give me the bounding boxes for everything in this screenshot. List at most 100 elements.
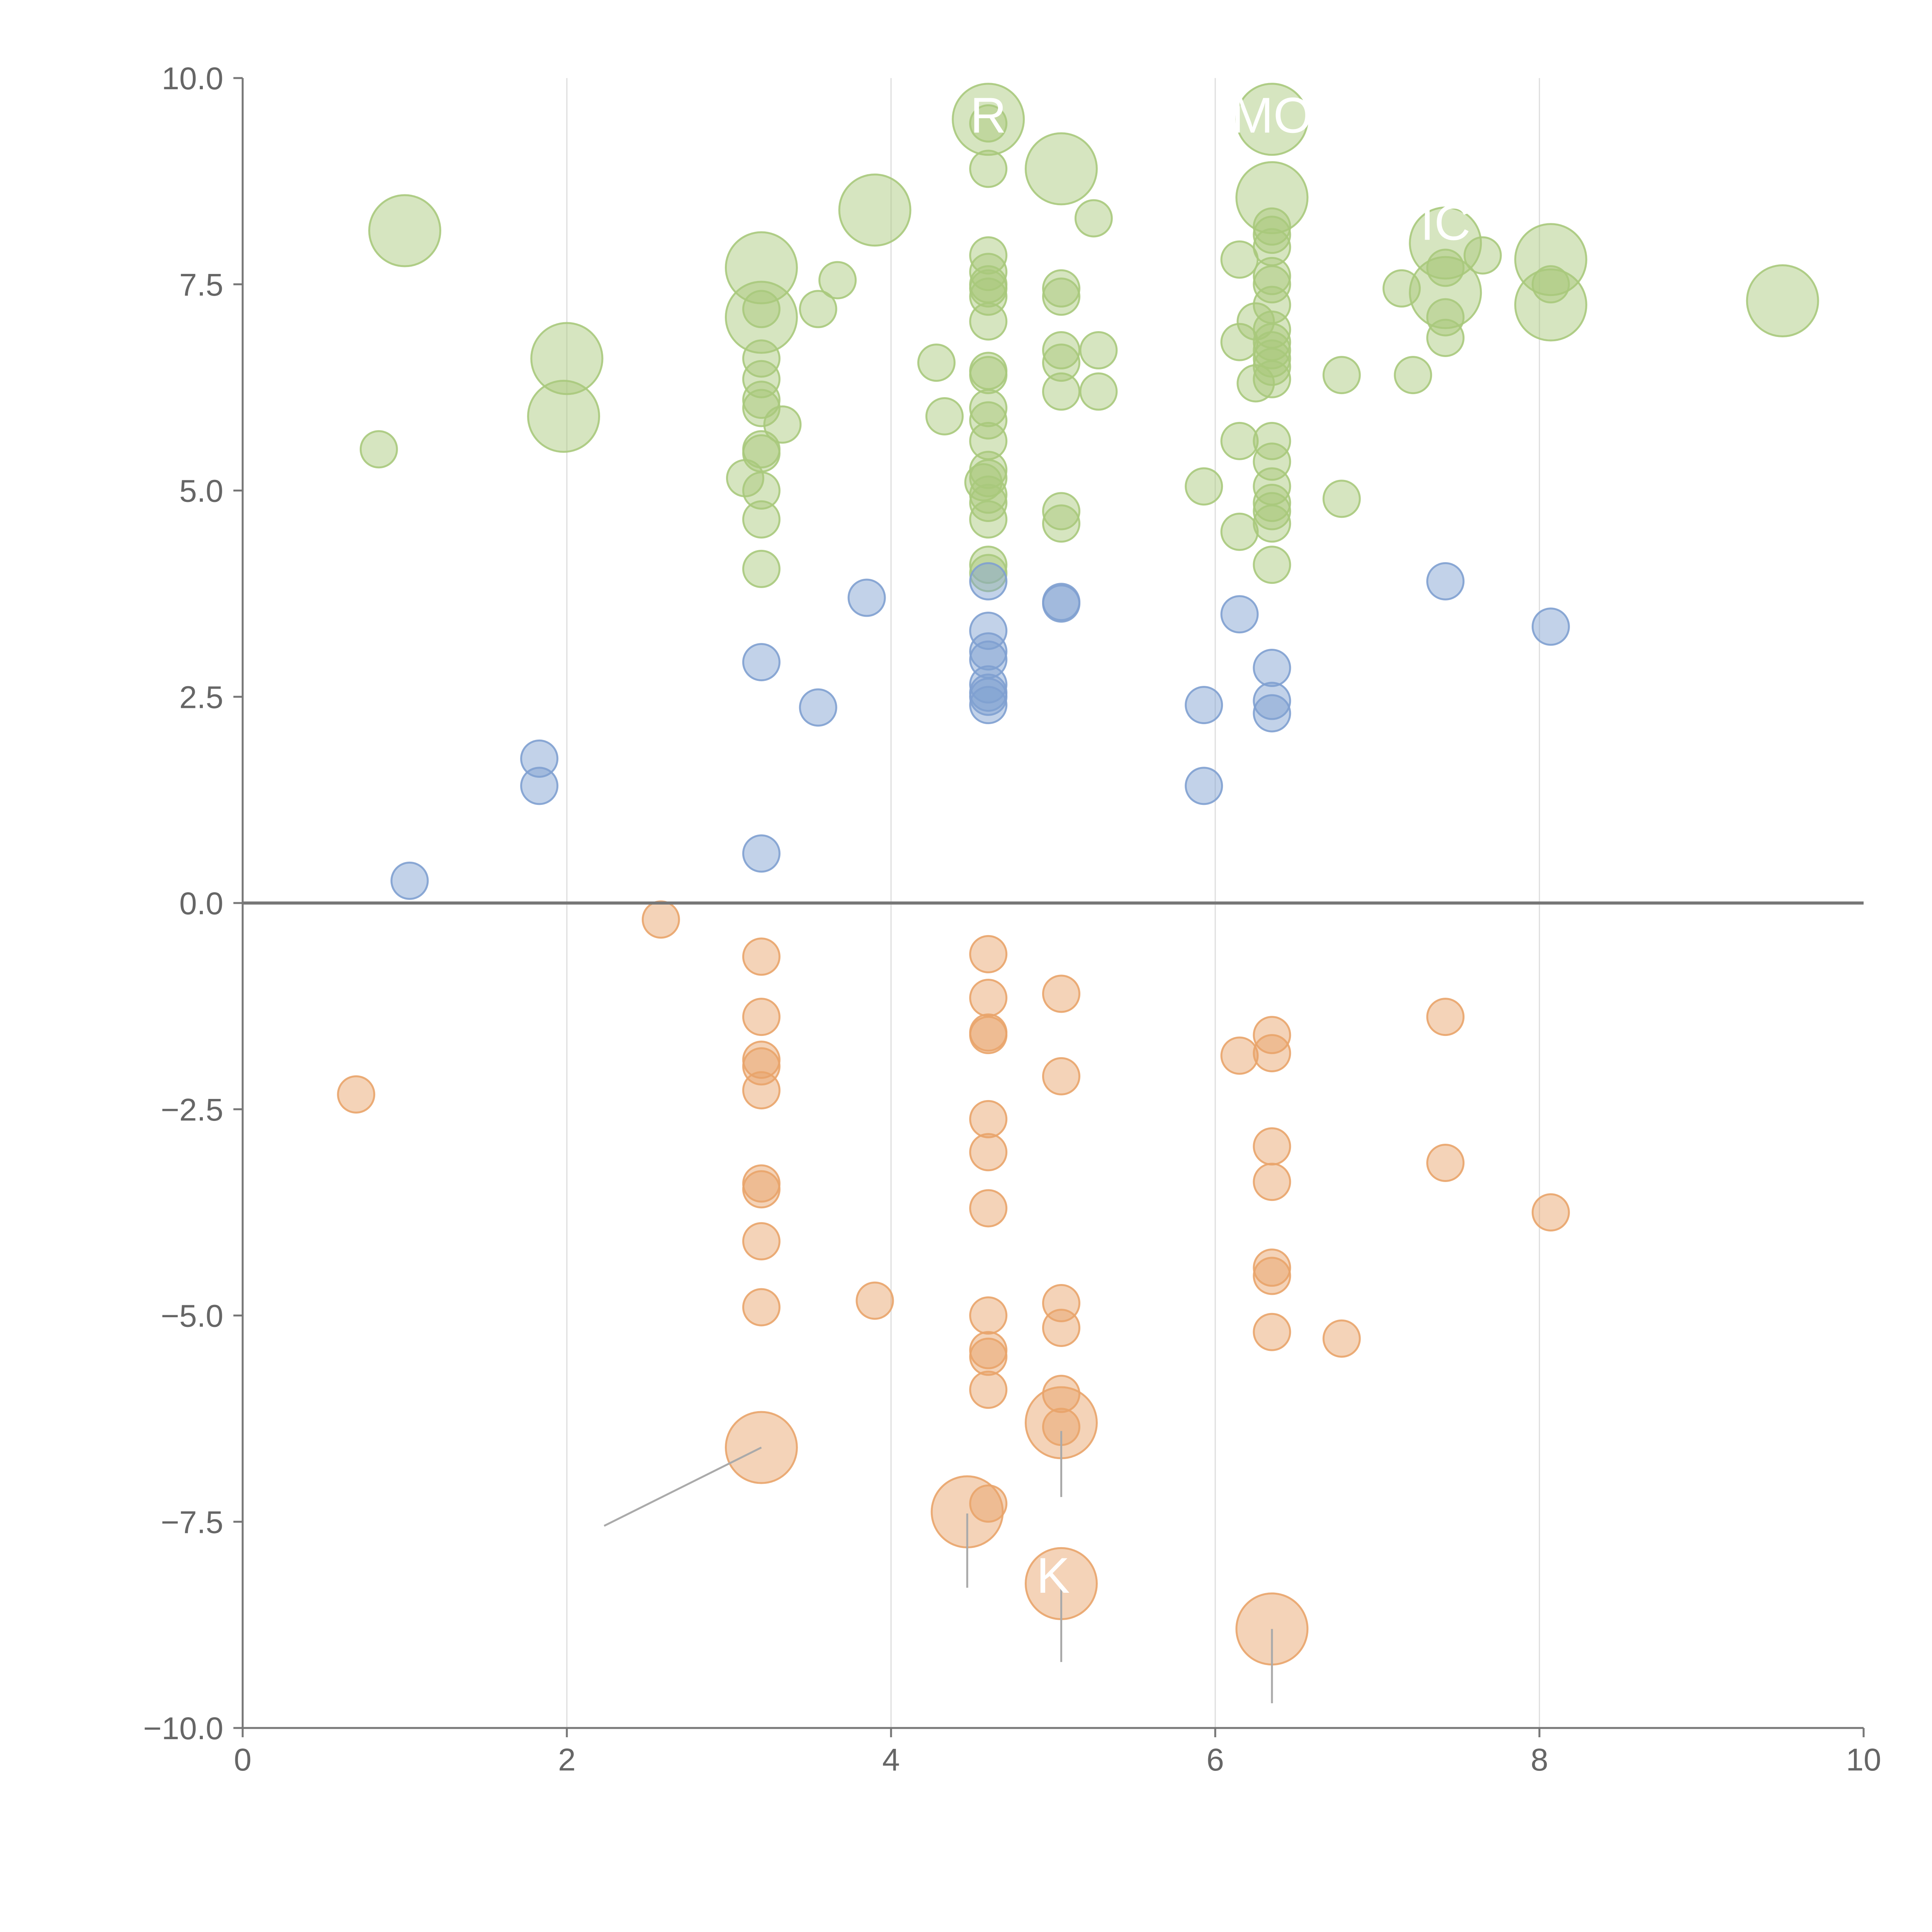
bubble-orange-25 — [969, 1484, 1008, 1523]
bubble-green-15 — [742, 500, 781, 539]
bubble-green-8 — [742, 360, 781, 398]
bubble-blue-11 — [969, 665, 1008, 704]
bubble-green-66 — [1253, 216, 1291, 254]
bubble-blue-18 — [1185, 767, 1223, 805]
bubble-green-43 — [969, 546, 1008, 584]
bubble-green-69 — [1253, 265, 1291, 304]
bubble-blue-2 — [520, 767, 559, 805]
annotation-label: IC — [1420, 194, 1471, 251]
bubble-blue-9 — [969, 632, 1008, 671]
bubble-orange-27 — [1042, 1057, 1080, 1095]
bubble-green-41 — [969, 484, 1008, 522]
annotation-label: R — [970, 87, 1007, 143]
bubble-orange-10 — [742, 1288, 781, 1327]
leader-line — [604, 1446, 762, 1527]
bubble-orange-8 — [742, 1170, 781, 1209]
bubble-green-49 — [1042, 344, 1080, 382]
bubble-green-5 — [724, 281, 798, 354]
bubble-green-83 — [1253, 546, 1291, 584]
bubble-green-93 — [1463, 236, 1502, 275]
bubble-green-6 — [742, 290, 781, 328]
y-tick-label: 7.5 — [179, 267, 223, 303]
bubble-blue-19 — [1220, 595, 1259, 634]
bubble-green-50 — [1042, 372, 1080, 411]
bubble-blue-20 — [1253, 649, 1291, 687]
bubble-blue-22 — [1253, 694, 1291, 733]
bubble-blue-4 — [742, 834, 781, 873]
bubble-orange-2 — [742, 937, 781, 976]
bubble-green-90 — [1426, 248, 1465, 287]
bubble-green-75 — [1253, 347, 1291, 386]
bubble-green-16 — [742, 549, 781, 588]
y-tick-label: −2.5 — [161, 1092, 223, 1128]
bubble-green-82 — [1253, 504, 1291, 543]
bubble-green-17 — [763, 405, 802, 444]
bubble-green-57 — [1220, 240, 1259, 279]
bubble-orange-44 — [1426, 998, 1465, 1036]
bubble-green-46 — [1042, 269, 1080, 308]
bubble-green-23 — [952, 83, 1025, 156]
bubble-orange-45 — [1426, 1144, 1465, 1182]
bubble-green-33 — [969, 356, 1008, 395]
bubble-orange-36 — [1253, 1034, 1291, 1073]
bubble-orange-26 — [1042, 975, 1080, 1013]
bubble-green-1 — [359, 430, 398, 469]
bubble-orange-46 — [1531, 1193, 1570, 1232]
bubble-orange-14 — [969, 979, 1008, 1017]
bubble-blue-8 — [969, 611, 1008, 650]
y-tick-label: −10.0 — [143, 1711, 223, 1746]
bubble-green-25 — [969, 150, 1008, 188]
bubble-green-97 — [1746, 264, 1819, 337]
bubble-green-24 — [969, 104, 1008, 143]
bubble-green-20 — [838, 173, 912, 247]
bubble-orange-20 — [969, 1296, 1008, 1335]
bubble-orange-39 — [1253, 1248, 1291, 1287]
bubble-green-31 — [969, 302, 1008, 341]
bubble-green-53 — [1074, 199, 1113, 238]
bubbles — [337, 83, 1819, 1666]
x-tick-label: 10 — [1846, 1742, 1881, 1777]
bubble-green-19 — [818, 261, 857, 299]
bubble-green-81 — [1253, 492, 1291, 531]
bubble-green-3 — [527, 379, 600, 453]
bubble-orange-30 — [1042, 1374, 1080, 1413]
bubble-green-65 — [1253, 207, 1291, 246]
bubble-green-59 — [1220, 422, 1259, 460]
bubble-green-14 — [742, 471, 781, 510]
bubble-blue-5 — [799, 688, 837, 727]
bubble-green-44 — [969, 554, 1008, 592]
bubble-green-76 — [1253, 360, 1291, 398]
bubble-orange-37 — [1253, 1127, 1291, 1166]
bubble-blue-1 — [520, 739, 559, 778]
bubble-blue-0 — [390, 861, 429, 900]
x-tick-label: 0 — [234, 1742, 252, 1777]
bubble-green-54 — [1079, 331, 1118, 370]
y-tick-label: −7.5 — [161, 1505, 223, 1540]
bubble-green-92 — [1426, 319, 1465, 357]
bubble-green-96 — [1531, 265, 1570, 304]
annotation-label: MO — [1231, 87, 1312, 143]
bubble-orange-43 — [1322, 1319, 1361, 1358]
bubble-green-26 — [969, 236, 1008, 275]
y-tick-label: 2.5 — [179, 680, 223, 715]
bubble-green-80 — [1253, 484, 1291, 522]
bubble-orange-1 — [641, 900, 680, 939]
bubble-green-56 — [1185, 467, 1223, 506]
bubble-orange-19 — [969, 1189, 1008, 1228]
bubble-blue-6 — [847, 578, 886, 617]
bubble-green-74 — [1253, 339, 1291, 378]
y-tick-label: 0.0 — [179, 886, 223, 921]
bubble-orange-23 — [969, 1371, 1008, 1409]
bubble-green-87 — [1394, 356, 1432, 395]
bubble-orange-22 — [969, 1337, 1008, 1376]
bubble-green-18 — [799, 290, 837, 328]
bubble-green-22 — [925, 397, 964, 435]
x-tick-label: 8 — [1531, 1742, 1548, 1777]
bubble-orange-40 — [1253, 1257, 1291, 1295]
bubble-green-13 — [726, 459, 764, 497]
bubble-green-51 — [1042, 492, 1080, 531]
bubble-green-64 — [1235, 161, 1309, 235]
bubble-green-42 — [969, 500, 1008, 539]
bubble-orange-12 — [855, 1281, 894, 1320]
bubble-green-35 — [969, 401, 1008, 440]
